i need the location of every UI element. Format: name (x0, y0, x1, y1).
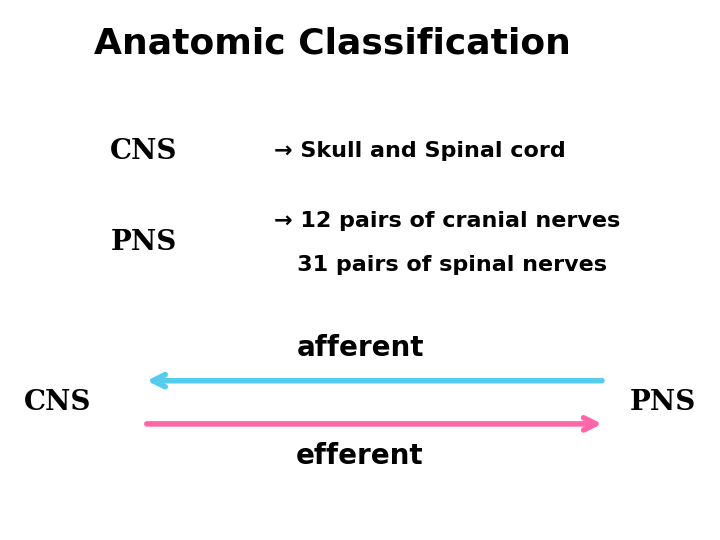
Text: afferent: afferent (296, 334, 424, 362)
Text: Anatomic Classification: Anatomic Classification (94, 27, 570, 61)
Text: → 12 pairs of cranial nerves: → 12 pairs of cranial nerves (274, 211, 620, 232)
Text: efferent: efferent (296, 442, 424, 470)
Text: → Skull and Spinal cord: → Skull and Spinal cord (274, 141, 565, 161)
Text: CNS: CNS (110, 138, 178, 165)
Text: 31 pairs of spinal nerves: 31 pairs of spinal nerves (274, 254, 606, 275)
Text: PNS: PNS (629, 389, 696, 416)
Text: CNS: CNS (24, 389, 91, 416)
Text: PNS: PNS (111, 230, 177, 256)
